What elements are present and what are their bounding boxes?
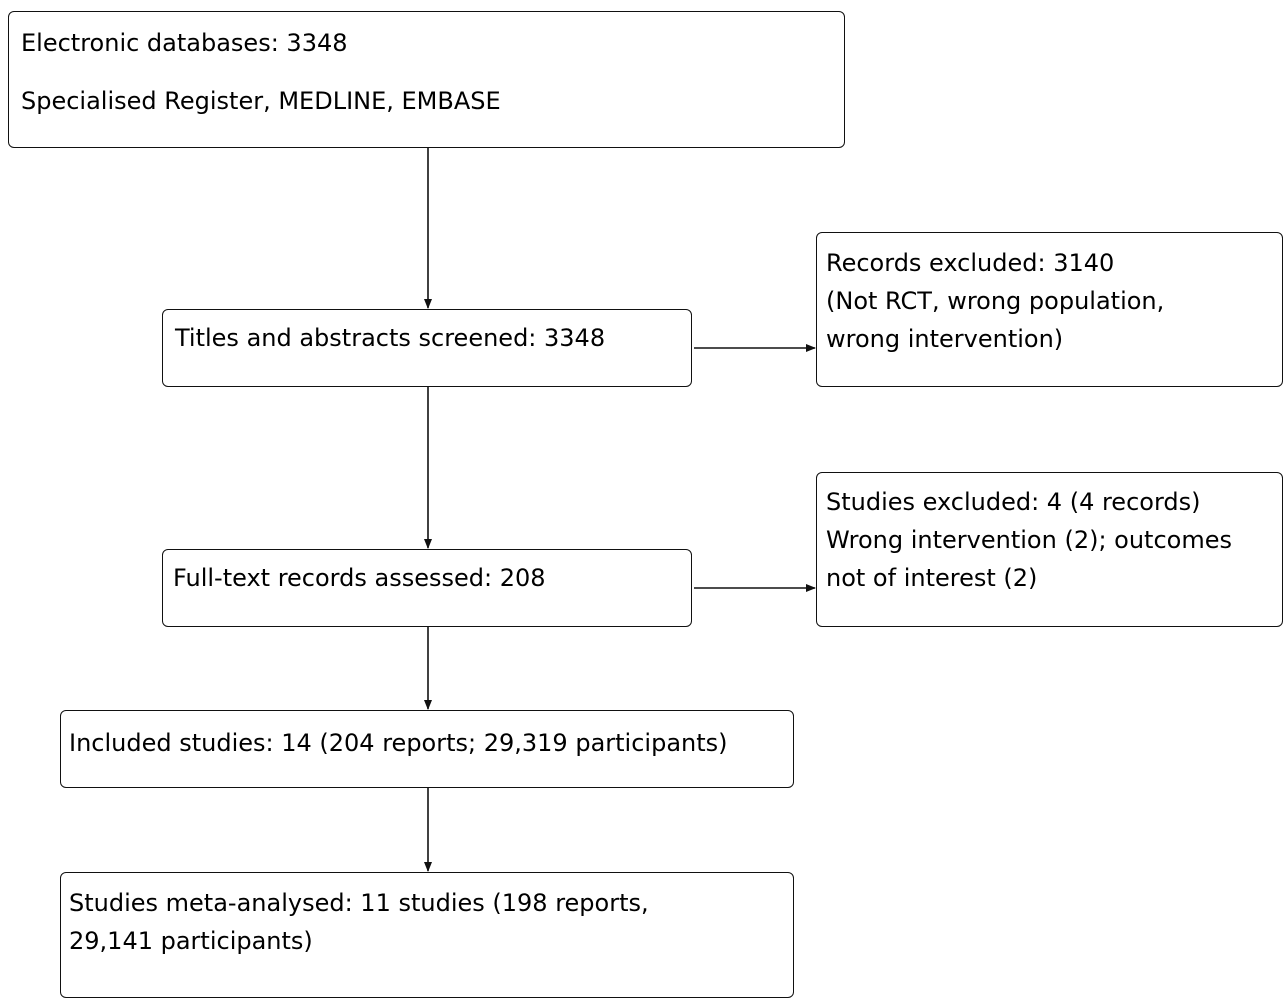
- studies-excluded-line-3: not of interest (2): [826, 564, 1038, 592]
- identification-box: Electronic databases: 3348 Specialised R…: [8, 11, 845, 148]
- identification-line-1: Electronic databases: 3348: [21, 29, 348, 57]
- records-excluded-line-2: (Not RCT, wrong population,: [826, 287, 1165, 315]
- studies-excluded-line-1: Studies excluded: 4 (4 records): [826, 488, 1201, 516]
- full-text-line-1: Full-text records assessed: 208: [173, 564, 546, 592]
- screening-line-1: Titles and abstracts screened: 3348: [175, 324, 606, 352]
- studies-excluded-box: Studies excluded: 4 (4 records) Wrong in…: [816, 472, 1283, 627]
- meta-analysed-line-2: 29,141 participants): [69, 927, 313, 955]
- meta-analysed-line-1: Studies meta-analysed: 11 studies (198 r…: [69, 889, 649, 917]
- records-excluded-box: Records excluded: 3140 (Not RCT, wrong p…: [816, 232, 1283, 387]
- records-excluded-line-3: wrong intervention): [826, 325, 1064, 353]
- meta-analysed-box: Studies meta-analysed: 11 studies (198 r…: [60, 872, 794, 998]
- records-excluded-line-1: Records excluded: 3140: [826, 249, 1115, 277]
- full-text-box: Full-text records assessed: 208: [162, 549, 692, 627]
- included-studies-box: Included studies: 14 (204 reports; 29,31…: [60, 710, 794, 788]
- included-studies-line-1: Included studies: 14 (204 reports; 29,31…: [69, 729, 728, 757]
- screening-box: Titles and abstracts screened: 3348: [162, 309, 692, 387]
- identification-line-2: Specialised Register, MEDLINE, EMBASE: [21, 87, 501, 115]
- studies-excluded-line-2: Wrong intervention (2); outcomes: [826, 526, 1232, 554]
